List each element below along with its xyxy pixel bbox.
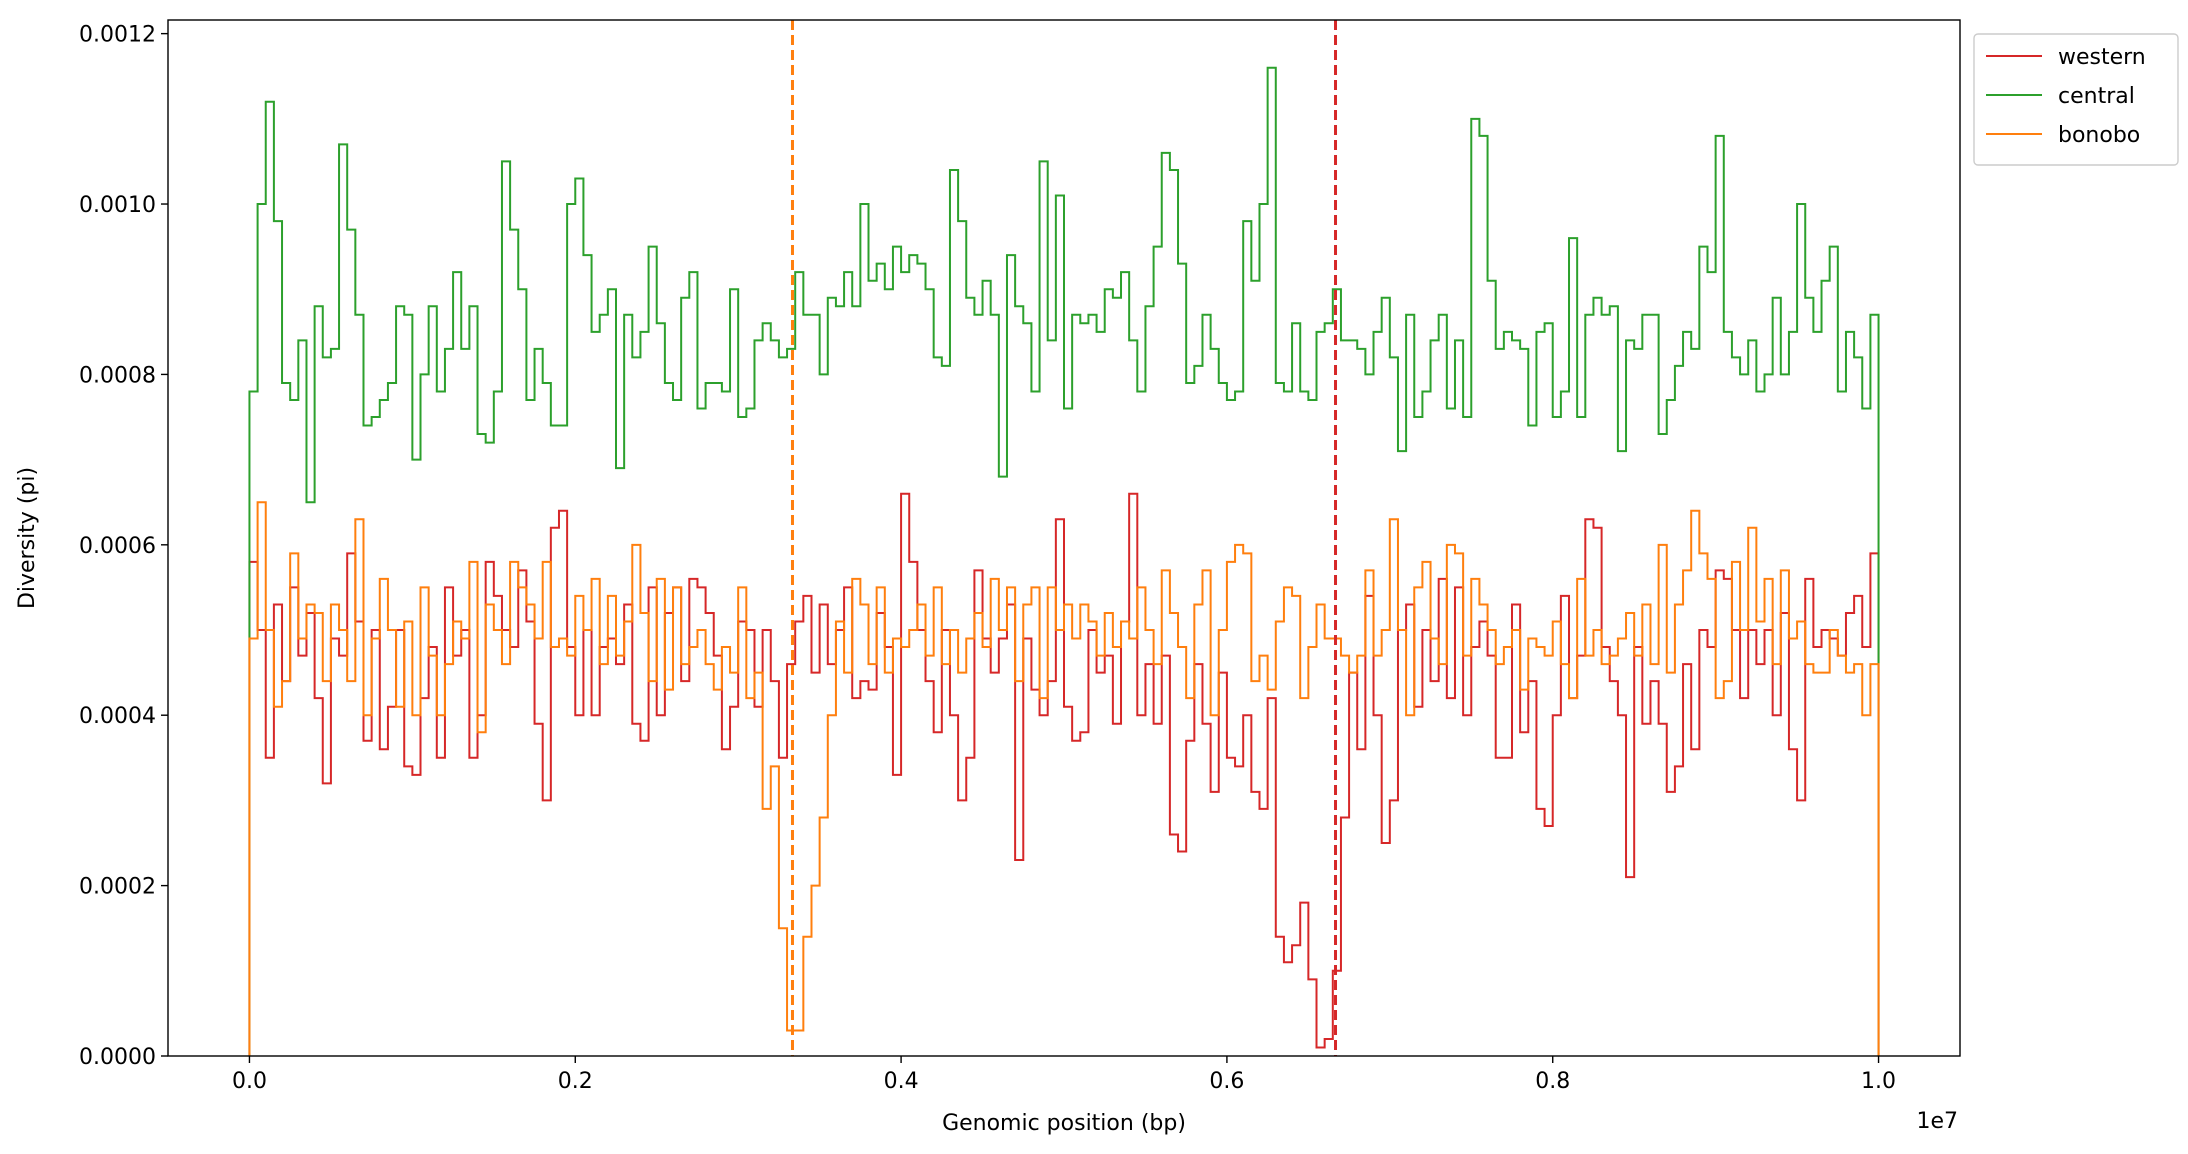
- y-tick-label: 0.0004: [79, 704, 156, 729]
- y-tick-label: 0.0000: [79, 1045, 156, 1070]
- plot-frame: [167, 19, 1961, 1057]
- series-step: [248, 66, 1880, 1056]
- legend-label: central: [2058, 84, 2135, 109]
- y-axis-label: Diversity (pi): [15, 467, 40, 609]
- y-tick-label: 0.0012: [79, 23, 156, 48]
- y-tick-label: 0.0006: [79, 534, 156, 559]
- series-step: [248, 492, 1880, 1056]
- series-step: [248, 501, 1880, 1056]
- y-tick-label: 0.0010: [79, 193, 156, 218]
- legend-label: western: [2058, 45, 2146, 70]
- x-tick-label: 0.2: [558, 1069, 593, 1094]
- legend-label: bonobo: [2058, 123, 2140, 148]
- x-axis-label: Genomic position (bp): [942, 1111, 1186, 1136]
- y-tick-label: 0.0002: [79, 875, 156, 900]
- x-tick-label: 1.0: [1861, 1069, 1896, 1094]
- x-tick-label: 0.8: [1535, 1069, 1570, 1094]
- x-tick-label: 0.6: [1209, 1069, 1244, 1094]
- x-tick-label: 0.0: [232, 1069, 267, 1094]
- x-offset-label: 1e7: [1916, 1109, 1958, 1134]
- y-tick-label: 0.0008: [79, 363, 156, 388]
- legend-box: [1973, 33, 2179, 166]
- x-tick-label: 0.4: [884, 1069, 919, 1094]
